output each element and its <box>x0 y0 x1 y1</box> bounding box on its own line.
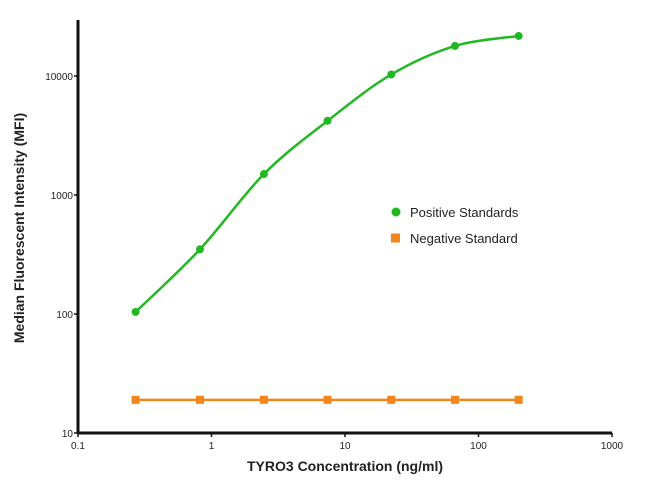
y-tick-label: 1000 <box>51 191 74 202</box>
data-point <box>323 116 332 125</box>
legend: Positive Standards Negative Standard <box>391 205 519 246</box>
legend-label: Positive Standards <box>410 205 519 220</box>
data-point <box>131 395 140 404</box>
axes: 0.1 1 10 100 1000 10 100 1000 10000 <box>45 20 624 452</box>
data-point <box>514 395 523 404</box>
x-tick-label: 1 <box>209 441 215 452</box>
data-point <box>259 395 268 404</box>
x-axis-label: TYRO3 Concentration (ng/ml) <box>247 458 443 474</box>
y-axis-label: Median Fluorescent Intensity (MFI) <box>11 113 27 343</box>
legend-marker <box>391 233 400 243</box>
plot-area <box>131 31 523 404</box>
x-tick-label: 10 <box>339 441 351 452</box>
data-point <box>387 70 396 79</box>
data-point <box>259 170 268 179</box>
data-point <box>451 41 460 50</box>
data-point <box>195 395 204 404</box>
data-point <box>514 31 523 40</box>
data-point <box>195 245 204 254</box>
y-tick-label: 10 <box>62 429 74 440</box>
legend-label: Negative Standard <box>410 231 518 246</box>
x-tick-label: 1000 <box>601 441 624 452</box>
legend-marker <box>391 207 401 217</box>
series-line-1 <box>134 34 519 313</box>
data-point <box>387 395 396 404</box>
data-point <box>131 307 140 316</box>
x-tick-label: 0.1 <box>71 441 85 452</box>
y-tick-label: 10000 <box>45 72 73 83</box>
x-tick-label: 100 <box>470 441 487 452</box>
y-tick-label: 100 <box>56 310 73 321</box>
data-point <box>451 395 460 404</box>
data-point <box>323 395 332 404</box>
